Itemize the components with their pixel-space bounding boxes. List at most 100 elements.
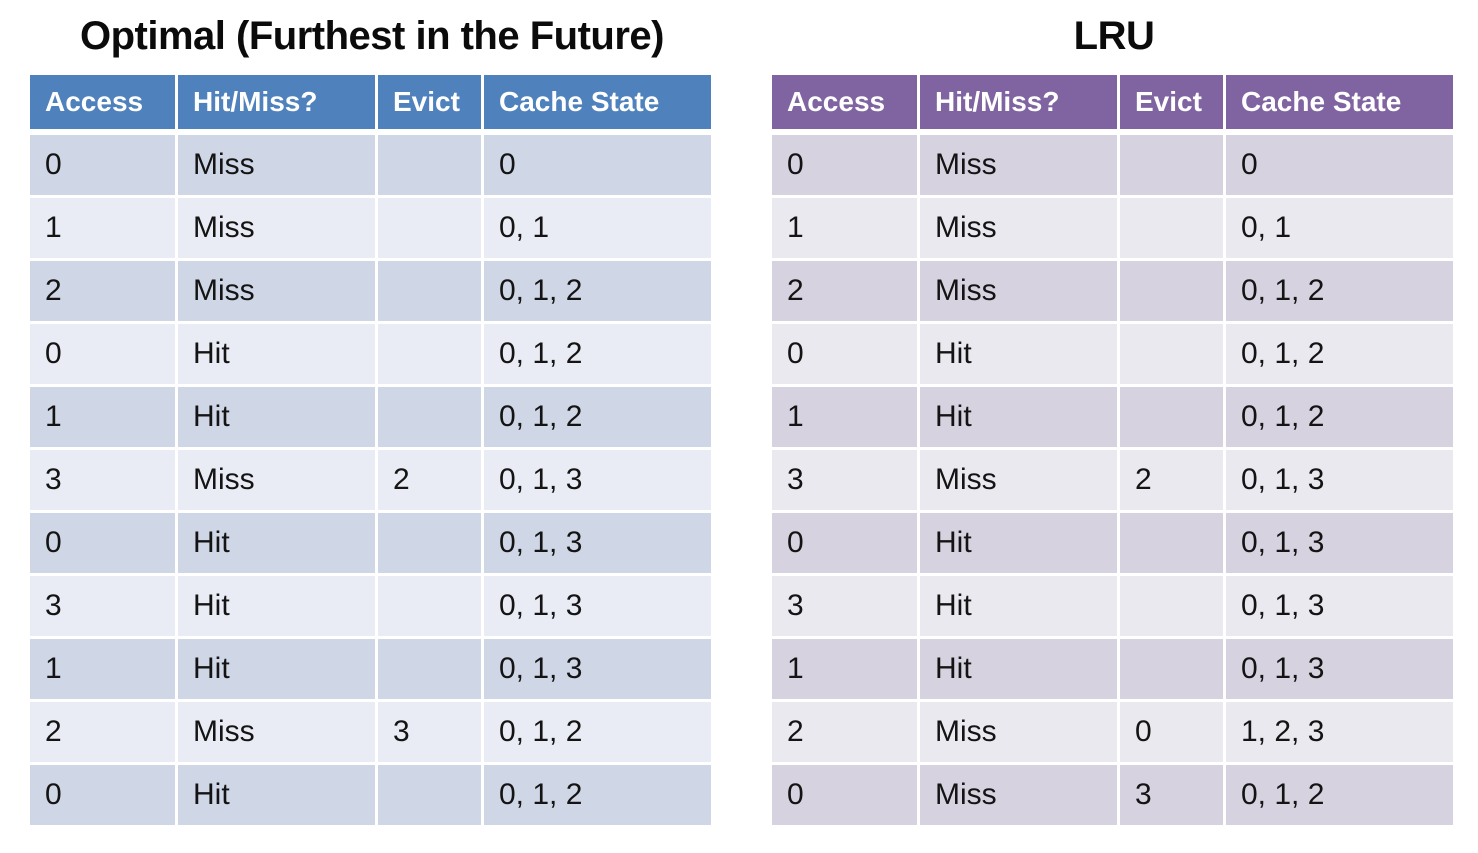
column-header-cache-state: Cache State	[484, 75, 711, 132]
cell-cache-state: 0, 1, 3	[1226, 639, 1453, 699]
cell-cache-state: 0, 1, 3	[1226, 576, 1453, 636]
table-row: 2 Miss 0, 1, 2	[30, 261, 711, 321]
cell-evict	[1120, 324, 1223, 384]
cell-evict: 3	[1120, 765, 1223, 825]
optimal-policy-panel: Optimal (Furthest in the Future) Access H…	[30, 10, 714, 828]
column-header-access: Access	[772, 75, 917, 132]
cell-cache-state: 0, 1, 2	[1226, 765, 1453, 825]
cell-access: 1	[772, 198, 917, 258]
table-row: 0 Hit 0, 1, 3	[772, 513, 1453, 573]
cell-evict: 0	[1120, 702, 1223, 762]
cell-evict	[1120, 639, 1223, 699]
cell-hit-miss: Hit	[178, 639, 375, 699]
cell-cache-state: 0, 1, 3	[484, 576, 711, 636]
cell-evict	[378, 324, 481, 384]
lru-policy-panel: LRU Access Hit/Miss? Evict Cache State 0 Mis…	[772, 10, 1456, 828]
cell-evict	[1120, 135, 1223, 195]
cell-access: 3	[772, 450, 917, 510]
cell-hit-miss: Hit	[178, 576, 375, 636]
cell-access: 0	[772, 513, 917, 573]
table-row: 0 Miss 0	[772, 135, 1453, 195]
table-row: 2 Miss 3 0, 1, 2	[30, 702, 711, 762]
cell-evict	[378, 135, 481, 195]
optimal-cache-table: Access Hit/Miss? Evict Cache State 0 Miss 0 1 M…	[27, 72, 714, 828]
table-row: 2 Miss 0, 1, 2	[772, 261, 1453, 321]
cell-hit-miss: Miss	[920, 765, 1117, 825]
table-row: 3 Hit 0, 1, 3	[30, 576, 711, 636]
slide-canvas: Optimal (Furthest in the Future) Access H…	[30, 10, 1456, 828]
lru-table-title: LRU	[1073, 14, 1155, 58]
cell-hit-miss: Miss	[920, 261, 1117, 321]
cell-access: 3	[772, 576, 917, 636]
table-row: 1 Miss 0, 1	[30, 198, 711, 258]
table-row: 1 Hit 0, 1, 2	[772, 387, 1453, 447]
cell-access: 1	[772, 639, 917, 699]
table-row: 1 Miss 0, 1	[772, 198, 1453, 258]
column-header-evict: Evict	[1120, 75, 1223, 132]
cell-hit-miss: Hit	[920, 513, 1117, 573]
table-row: 1 Hit 0, 1, 3	[30, 639, 711, 699]
cell-hit-miss: Miss	[178, 702, 375, 762]
cell-evict: 2	[378, 450, 481, 510]
cell-hit-miss: Miss	[920, 450, 1117, 510]
cell-cache-state: 0, 1, 2	[1226, 387, 1453, 447]
cell-access: 2	[30, 702, 175, 762]
cell-access: 1	[30, 639, 175, 699]
cell-cache-state: 0, 1, 2	[484, 324, 711, 384]
cell-cache-state: 0, 1, 2	[484, 387, 711, 447]
column-header-cache-state: Cache State	[1226, 75, 1453, 132]
table-row: 0 Hit 0, 1, 3	[30, 513, 711, 573]
cell-evict	[378, 576, 481, 636]
cell-evict: 2	[1120, 450, 1223, 510]
cell-hit-miss: Miss	[178, 198, 375, 258]
cell-evict	[378, 513, 481, 573]
cell-evict	[378, 765, 481, 825]
cell-cache-state: 0, 1, 3	[484, 639, 711, 699]
cell-access: 0	[30, 513, 175, 573]
cell-cache-state: 0, 1, 2	[484, 261, 711, 321]
cell-cache-state: 0	[484, 135, 711, 195]
cell-hit-miss: Miss	[178, 450, 375, 510]
cell-access: 1	[30, 387, 175, 447]
cell-cache-state: 0, 1	[1226, 198, 1453, 258]
table-row: 0 Hit 0, 1, 2	[772, 324, 1453, 384]
cell-hit-miss: Hit	[178, 765, 375, 825]
cell-evict	[378, 198, 481, 258]
cell-cache-state: 0, 1	[484, 198, 711, 258]
table-row: 0 Miss 0	[30, 135, 711, 195]
cell-evict	[378, 387, 481, 447]
cell-hit-miss: Miss	[920, 198, 1117, 258]
cell-hit-miss: Hit	[920, 576, 1117, 636]
cell-cache-state: 0, 1, 3	[484, 450, 711, 510]
cell-cache-state: 0, 1, 2	[484, 765, 711, 825]
cell-access: 0	[30, 135, 175, 195]
cell-evict	[1120, 513, 1223, 573]
cell-hit-miss: Hit	[178, 324, 375, 384]
header-row: Access Hit/Miss? Evict Cache State	[30, 75, 711, 132]
table-row: 1 Hit 0, 1, 2	[30, 387, 711, 447]
cell-access: 2	[772, 702, 917, 762]
cell-access: 2	[772, 261, 917, 321]
cell-access: 0	[30, 324, 175, 384]
cell-hit-miss: Hit	[920, 324, 1117, 384]
cell-evict	[378, 639, 481, 699]
cell-evict	[1120, 387, 1223, 447]
table-row: 3 Miss 2 0, 1, 3	[30, 450, 711, 510]
lru-cache-table: Access Hit/Miss? Evict Cache State 0 Miss 0 1 M…	[769, 72, 1456, 828]
cell-access: 3	[30, 576, 175, 636]
cell-hit-miss: Miss	[178, 135, 375, 195]
cell-cache-state: 0, 1, 3	[484, 513, 711, 573]
cell-access: 0	[772, 135, 917, 195]
cell-cache-state: 0, 1, 3	[1226, 513, 1453, 573]
cell-evict	[378, 261, 481, 321]
cell-access: 3	[30, 450, 175, 510]
cell-hit-miss: Hit	[920, 639, 1117, 699]
table-row: 0 Miss 3 0, 1, 2	[772, 765, 1453, 825]
cell-access: 1	[772, 387, 917, 447]
cell-evict	[1120, 576, 1223, 636]
cell-cache-state: 0, 1, 2	[484, 702, 711, 762]
header-row: Access Hit/Miss? Evict Cache State	[772, 75, 1453, 132]
column-header-hit-miss: Hit/Miss?	[178, 75, 375, 132]
cell-access: 0	[772, 324, 917, 384]
optimal-table-title: Optimal (Furthest in the Future)	[80, 14, 664, 58]
